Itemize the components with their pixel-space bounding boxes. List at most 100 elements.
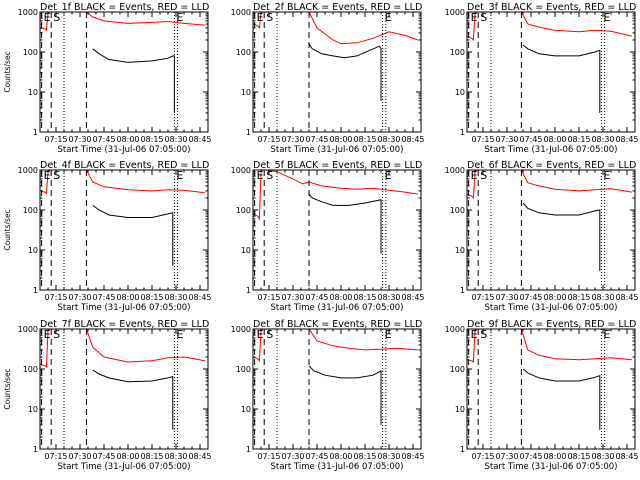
x-tick-label: 07:45 [92, 452, 115, 461]
x-axis-label: Start Time (31-Jul-06 07:05:00) [485, 462, 618, 472]
x-tick-label: 08:45 [615, 135, 638, 144]
x-tick-label: 08:45 [615, 452, 638, 461]
time-marker-label: E [603, 11, 610, 24]
x-tick-label: 07:30 [281, 293, 304, 302]
x-tick-label: 08:30 [591, 135, 614, 144]
y-tick-label: 1 [33, 286, 38, 295]
time-marker-label: S [53, 328, 60, 341]
series-line-events [522, 44, 601, 113]
panel-title: Det_5f BLACK = Events, RED = LLD [253, 160, 422, 171]
y-tick-label: 100 [450, 48, 465, 57]
x-tick-label: 08:30 [591, 293, 614, 302]
y-tick-label: 100 [450, 206, 465, 215]
y-tick-label: 1 [246, 128, 251, 137]
y-tick-label: 100 [23, 48, 38, 57]
series-line-lld [252, 169, 418, 221]
x-axis-label: Start Time (31-Jul-06 07:05:00) [271, 462, 404, 472]
x-tick-label: 07:30 [68, 452, 91, 461]
x-tick-label: 08:30 [164, 452, 187, 461]
x-tick-label: 08:00 [543, 452, 566, 461]
x-tick-label: 08:00 [329, 135, 352, 144]
x-axis-label: Start Time (31-Jul-06 07:05:00) [58, 145, 191, 155]
x-tick-label: 08:00 [543, 135, 566, 144]
x-tick-label: 08:00 [329, 452, 352, 461]
series-line-lld [466, 169, 632, 200]
time-marker-label: E [44, 169, 51, 182]
time-marker-label: E [603, 169, 610, 182]
series-line-lld [39, 169, 205, 195]
time-marker-label: E [257, 328, 264, 341]
y-tick-label: 10 [241, 246, 251, 255]
x-tick-label: 07:45 [519, 452, 542, 461]
y-tick-label: 10 [455, 88, 465, 97]
time-marker-label: E [257, 169, 264, 182]
time-marker-label: E [471, 169, 478, 182]
series-line-events [92, 204, 174, 266]
plot-frame [39, 11, 209, 133]
x-tick-label: 08:30 [377, 293, 400, 302]
time-marker-label: S [53, 11, 60, 24]
x-tick-label: 07:45 [305, 293, 328, 302]
time-marker-label: E [471, 11, 478, 24]
y-tick-label: 1 [246, 445, 251, 454]
time-marker-label: S [266, 169, 273, 182]
y-tick-label: 1 [33, 445, 38, 454]
x-tick-label: 08:30 [591, 452, 614, 461]
x-tick-label: 07:45 [92, 293, 115, 302]
x-axis-label: Start Time (31-Jul-06 07:05:00) [485, 145, 618, 155]
x-tick-label: 07:15 [44, 452, 67, 461]
time-marker-label: E [44, 11, 51, 24]
y-tick-label: 1 [460, 286, 465, 295]
plot-frame [466, 169, 636, 291]
x-tick-label: 07:15 [257, 293, 280, 302]
y-tick-label: 1 [460, 128, 465, 137]
x-tick-label: 08:30 [377, 135, 400, 144]
series-line-lld [466, 11, 632, 42]
x-tick-label: 07:45 [305, 135, 328, 144]
y-tick-label: 100 [23, 365, 38, 374]
plot-frame [252, 11, 422, 133]
x-tick-label: 08:15 [353, 135, 376, 144]
x-tick-label: 07:15 [257, 135, 280, 144]
plot-frame [252, 328, 422, 450]
y-tick-label: 1 [460, 445, 465, 454]
x-tick-label: 08:45 [188, 293, 211, 302]
time-marker-label: E [257, 11, 264, 24]
y-tick-label: 1000 [231, 325, 251, 334]
x-tick-label: 08:15 [140, 293, 163, 302]
y-tick-label: 100 [450, 365, 465, 374]
x-tick-label: 08:15 [353, 452, 376, 461]
time-marker-label: E [385, 169, 392, 182]
time-marker-label: E [385, 328, 392, 341]
y-tick-label: 1000 [18, 8, 38, 17]
y-tick-label: 10 [28, 246, 38, 255]
x-tick-label: 08:15 [567, 452, 590, 461]
x-tick-label: 07:30 [68, 293, 91, 302]
x-tick-label: 08:45 [615, 293, 638, 302]
x-tick-label: 08:00 [116, 452, 139, 461]
panel-title: Det_9f BLACK = Events, RED = LLD [467, 319, 636, 330]
y-tick-label: 10 [455, 246, 465, 255]
x-tick-label: 08:15 [353, 293, 376, 302]
time-marker-label: S [53, 169, 60, 182]
y-tick-label: 10 [241, 88, 251, 97]
time-marker-label: S [480, 328, 487, 341]
x-tick-label: 07:30 [495, 452, 518, 461]
x-tick-label: 07:45 [305, 452, 328, 461]
series-line-events [92, 48, 175, 113]
series-line-lld [39, 11, 205, 32]
x-axis-label: Start Time (31-Jul-06 07:05:00) [271, 303, 404, 313]
time-marker-label: E [176, 169, 183, 182]
y-axis-label: Counts/sec [3, 209, 12, 250]
y-tick-label: 1000 [445, 325, 465, 334]
series-line-lld [39, 328, 205, 369]
x-tick-label: 08:15 [567, 135, 590, 144]
y-tick-label: 1 [246, 286, 251, 295]
